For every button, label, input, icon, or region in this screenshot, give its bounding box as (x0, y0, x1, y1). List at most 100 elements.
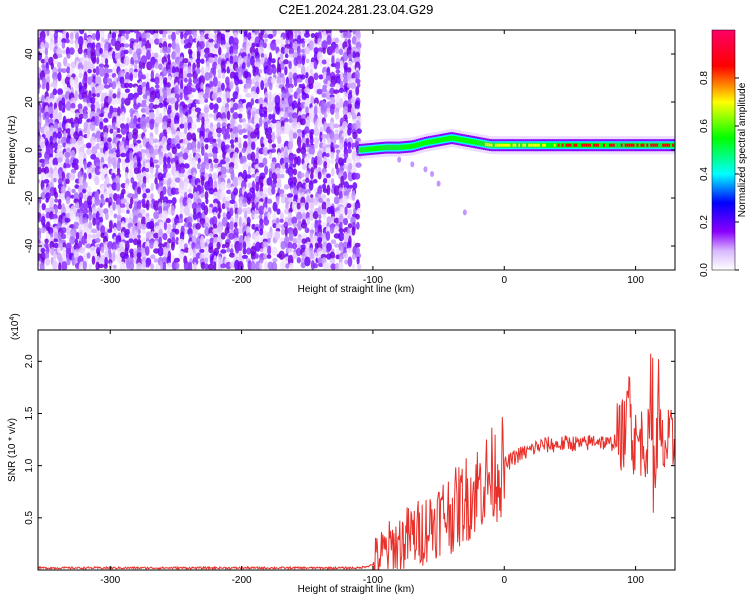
noise-cell (220, 263, 227, 269)
noise-cell (137, 162, 142, 170)
noise-cell (91, 93, 97, 98)
noise-cell (165, 46, 171, 54)
snr-panel: -300 -200 -100 0 100 0.5 1.0 1.5 2.0 Height of … (7, 313, 676, 595)
noise-cell (253, 214, 260, 219)
noise-cell (137, 168, 142, 175)
noise-cell (177, 238, 185, 245)
signal-core (589, 143, 592, 147)
signal-core (597, 143, 600, 147)
noise-cell (69, 137, 76, 146)
noise-cell (295, 55, 303, 66)
noise-cell (272, 201, 278, 212)
noise-cell (300, 262, 306, 269)
noise-cell (56, 131, 63, 139)
signal-core (465, 139, 468, 143)
signal-cell (540, 142, 543, 148)
signal-core (410, 145, 413, 149)
noise-cell (258, 97, 264, 106)
noise-cell (40, 247, 46, 254)
colorbar-label: Normalized spectral amplitude (737, 82, 748, 217)
noise-cell (107, 112, 113, 119)
signal-cell (396, 145, 399, 151)
noise-cell (117, 205, 122, 216)
noise-cell (225, 30, 231, 33)
noise-cell (301, 42, 306, 48)
noise-cell (82, 181, 88, 189)
noise-cell (129, 160, 134, 170)
noise-cell (90, 164, 96, 169)
signal-cell (660, 142, 663, 148)
noise-cell (296, 202, 301, 210)
noise-cell (301, 233, 308, 239)
noise-cell (241, 147, 247, 154)
noise-cell (333, 144, 340, 149)
noise-cell (226, 97, 231, 103)
noise-cell (228, 252, 236, 258)
noise-cell (99, 121, 104, 130)
noise-cell (111, 143, 117, 148)
noise-cell (224, 87, 231, 93)
noise-cell (95, 261, 100, 270)
noise-cell (237, 242, 243, 252)
noise-cell (251, 191, 256, 202)
noise-cell (325, 262, 332, 270)
signal-core (593, 143, 596, 147)
noise-cell (200, 51, 205, 62)
noise-cell (263, 186, 268, 194)
noise-cell (45, 198, 49, 203)
signal-cell (547, 142, 551, 148)
signal-cell (618, 142, 622, 148)
noise-cell (234, 75, 240, 86)
noise-cell (284, 162, 289, 170)
noise-cell (64, 217, 71, 223)
noise-cell (296, 211, 303, 221)
noise-cell (183, 32, 188, 39)
noise-cell (155, 263, 160, 270)
noise-cell (307, 75, 315, 86)
noise-cell (212, 228, 219, 235)
noise-cell (111, 32, 117, 40)
noise-cell (342, 51, 349, 62)
signal-core (630, 143, 634, 147)
noise-cell (334, 37, 339, 44)
noise-cell (108, 220, 113, 231)
noise-cell (184, 181, 188, 189)
signal-core (624, 143, 628, 147)
noise-cell (213, 261, 217, 270)
noise-cell (40, 227, 47, 234)
noise-cell (158, 236, 163, 246)
noise-cell (354, 100, 360, 111)
signal-core (378, 146, 381, 150)
noise-cell (124, 82, 130, 89)
signal-core (437, 138, 440, 142)
noise-cell (323, 112, 328, 118)
noise-cell (200, 192, 205, 199)
x-tick-label: -200 (232, 275, 252, 286)
signal-core (449, 136, 452, 140)
noise-cell (316, 122, 324, 128)
noise-cell (280, 228, 286, 236)
spectrogram-x-ticks: -300 -200 -100 0 100 (100, 30, 644, 286)
noise-cell (322, 246, 327, 255)
noise-cell (221, 118, 228, 124)
noise-cell (338, 48, 344, 56)
x-tick-label: -100 (363, 575, 383, 586)
noise-cell (272, 257, 278, 263)
noise-cell (267, 63, 272, 68)
noise-cell (54, 206, 58, 215)
noise-cell (57, 144, 63, 149)
signal-core (543, 143, 547, 147)
noise-cell (229, 207, 234, 217)
x-tick-label: 0 (501, 575, 507, 586)
noise-cell (148, 111, 155, 121)
noise-cell (64, 151, 71, 159)
noise-cell (200, 185, 204, 195)
noise-cell (351, 253, 357, 260)
noise-cell (103, 180, 107, 191)
noise-cell (188, 107, 192, 116)
noise-cell (325, 147, 332, 155)
noise-cell (254, 230, 261, 240)
noise-cell (355, 78, 361, 84)
noise-cell (107, 156, 112, 165)
noise-cell (171, 31, 176, 42)
